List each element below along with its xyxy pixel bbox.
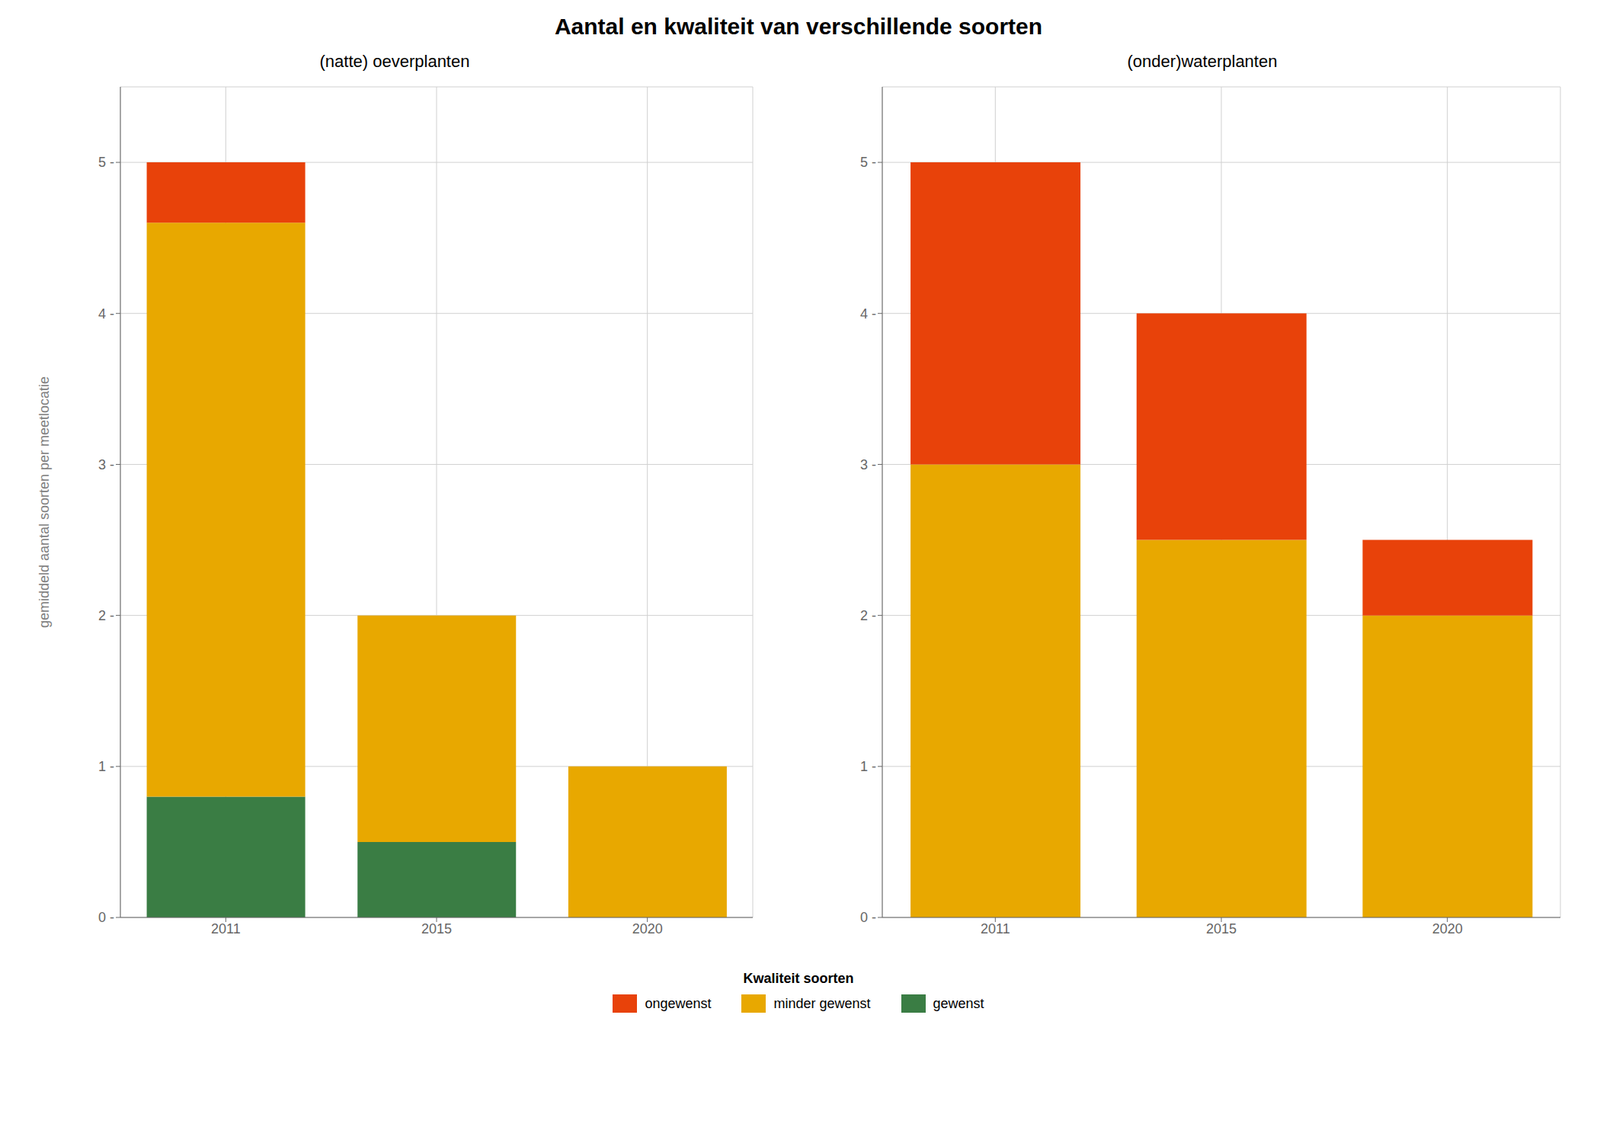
- svg-text:3 -: 3 -: [860, 457, 877, 473]
- html-text:ongewenst: ongewenst: [644, 995, 712, 1011]
- svg-text:0 -: 0 -: [860, 909, 877, 925]
- svg-text:1 -: 1 -: [860, 758, 877, 775]
- svg-text:2020: 2020: [632, 921, 663, 937]
- svg-text:2 -: 2 -: [860, 608, 877, 624]
- svg-text:gemiddeld aantal soorten per m: gemiddeld aantal soorten per meetlocatie: [36, 376, 52, 628]
- svg-text:1 -: 1 -: [98, 758, 115, 775]
- svg-text:0 -: 0 -: [98, 909, 115, 925]
- html-text:(onder)waterplanten: (onder)waterplanten: [1127, 51, 1278, 71]
- html-text:minder gewenst: minder gewenst: [773, 995, 871, 1011]
- svg-text:2 -: 2 -: [98, 608, 115, 624]
- svg-text:4 -: 4 -: [98, 306, 115, 322]
- html-text:(natte) oeverplanten: (natte) oeverplanten: [319, 51, 470, 71]
- svg-text:5 -: 5 -: [860, 154, 877, 170]
- svg-text:3 -: 3 -: [98, 457, 115, 473]
- svg-text:2020: 2020: [1432, 921, 1463, 937]
- html-text:Aantal en kwaliteit van versch: Aantal en kwaliteit van verschillende so…: [554, 13, 1043, 39]
- svg-text:2011: 2011: [211, 921, 241, 937]
- html-text:gewenst: gewenst: [932, 995, 985, 1011]
- svg-text:2015: 2015: [1206, 921, 1237, 937]
- svg-text:2015: 2015: [421, 921, 452, 937]
- svg-text:5 -: 5 -: [98, 154, 115, 170]
- svg-text:2011: 2011: [980, 921, 1011, 937]
- svg-text:4 -: 4 -: [860, 306, 877, 322]
- html-text:Kwaliteit soorten: Kwaliteit soorten: [743, 970, 854, 986]
